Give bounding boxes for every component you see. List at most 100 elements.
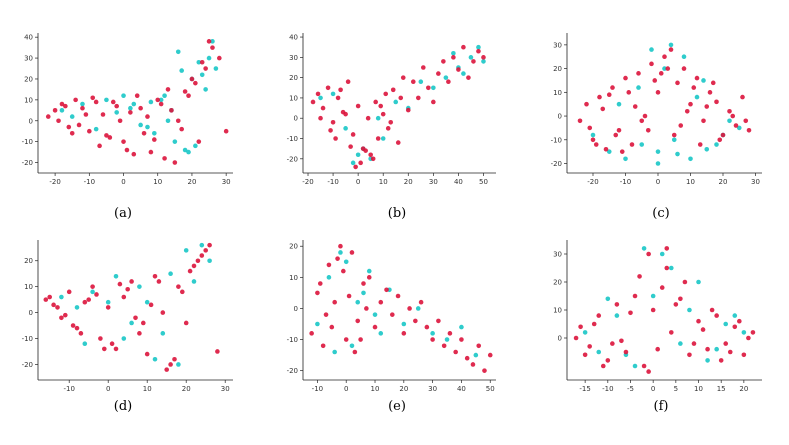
scatter-point — [443, 75, 449, 80]
scatter-point — [727, 109, 732, 114]
scatter-point — [605, 358, 611, 363]
scatter-point — [52, 108, 58, 113]
scatter-point — [459, 324, 464, 330]
scatter-point — [82, 299, 88, 305]
scatter-series — [315, 250, 479, 358]
scatter-point — [333, 136, 338, 141]
scatter-point — [343, 126, 348, 131]
scatter-point — [152, 273, 158, 279]
scatter-point — [51, 302, 56, 308]
scatter-point — [350, 132, 356, 137]
scatter-panel: -20 -10 0 10 20 30 40 50 -20 -10 0 10 20 30 40 (b) — [287, 33, 496, 221]
scatter-point — [616, 127, 622, 133]
scatter-point — [632, 363, 638, 369]
y-tick-label: 30 — [553, 41, 562, 49]
scatter-point — [600, 106, 606, 112]
x-tick-label: 20 — [739, 385, 748, 393]
panel-caption: (b) — [388, 206, 406, 221]
scatter-point — [410, 79, 416, 84]
scatter-point — [746, 127, 752, 133]
scatter-point — [431, 85, 436, 91]
scatter-point — [418, 79, 424, 84]
scatter-point — [573, 335, 579, 341]
x-tick-label: -10 — [63, 385, 74, 393]
scatter-point — [162, 93, 167, 98]
scatter-point — [187, 268, 193, 274]
scatter-point — [473, 352, 479, 358]
scatter-point — [456, 67, 461, 72]
scatter-point — [355, 299, 361, 305]
scatter-point — [431, 99, 436, 105]
scatter-point — [113, 273, 119, 279]
panel-caption: (f) — [654, 399, 669, 414]
scatter-point — [593, 142, 599, 147]
scatter-point — [476, 343, 482, 349]
x-tick-label: 10 — [371, 385, 380, 393]
scatter-point — [704, 146, 710, 152]
scatter-point — [191, 263, 197, 269]
scatter-point — [664, 246, 670, 251]
scatter-point — [114, 103, 119, 109]
scatter-point — [80, 101, 85, 107]
y-tick-label: 10 — [553, 307, 562, 315]
scatter-series — [573, 246, 756, 374]
x-tick-label: 0 — [356, 178, 360, 186]
scatter-point — [372, 324, 378, 330]
y-tick-label: -20 — [551, 160, 562, 168]
scatter-point — [730, 113, 736, 119]
scatter-point — [378, 331, 384, 336]
scatter-point — [418, 299, 424, 305]
scatter-point — [733, 123, 739, 128]
scatter-panel: -10 0 10 20 30 40 50 -20 -10 0 10 20 (e) — [287, 240, 496, 414]
scatter-point — [165, 118, 171, 124]
scatter-point — [210, 39, 215, 44]
scatter-point — [213, 66, 219, 71]
scatter-series — [590, 42, 742, 166]
scatter-point — [330, 91, 336, 97]
scatter-point — [678, 341, 683, 346]
scatter-point — [69, 114, 75, 119]
y-tick-label: 10 — [289, 274, 298, 282]
scatter-point — [606, 149, 612, 154]
scatter-point — [82, 341, 88, 347]
scatter-point — [164, 367, 169, 372]
scatter-point — [186, 149, 191, 155]
scatter-point — [160, 310, 166, 315]
scatter-point — [714, 99, 719, 105]
scatter-point — [641, 246, 647, 251]
scatter-point — [659, 251, 665, 257]
scatter-point — [341, 268, 346, 274]
scatter-point — [741, 330, 747, 335]
y-tick-label: 0 — [294, 305, 298, 313]
scatter-point — [182, 147, 188, 153]
scatter-point — [655, 149, 661, 154]
scatter-point — [623, 156, 628, 162]
scatter-point — [659, 285, 665, 290]
scatter-point — [671, 132, 677, 138]
scatter-point — [704, 104, 710, 109]
scatter-point — [451, 50, 456, 56]
scatter-point — [645, 127, 651, 133]
x-tick-label: -20 — [587, 178, 598, 186]
scatter-point — [338, 250, 343, 255]
scatter-point — [464, 355, 470, 361]
scatter-point — [696, 279, 701, 285]
scatter-point — [203, 248, 208, 253]
scatter-point — [156, 279, 162, 284]
scatter-point — [421, 65, 426, 70]
scatter-point — [328, 128, 333, 133]
scatter-point — [325, 85, 331, 91]
scatter-series — [582, 246, 747, 369]
scatter-point — [710, 80, 716, 86]
x-tick-label: -15 — [579, 385, 590, 393]
scatter-point — [309, 331, 314, 336]
scatter-point — [701, 118, 706, 124]
scatter-point — [694, 94, 700, 100]
scatter-point — [63, 312, 68, 318]
scatter-point — [66, 289, 72, 295]
scatter-point — [102, 346, 107, 352]
scatter-point — [353, 164, 358, 170]
scatter-point — [56, 118, 61, 124]
scatter-point — [368, 152, 373, 158]
scatter-point — [70, 323, 76, 328]
